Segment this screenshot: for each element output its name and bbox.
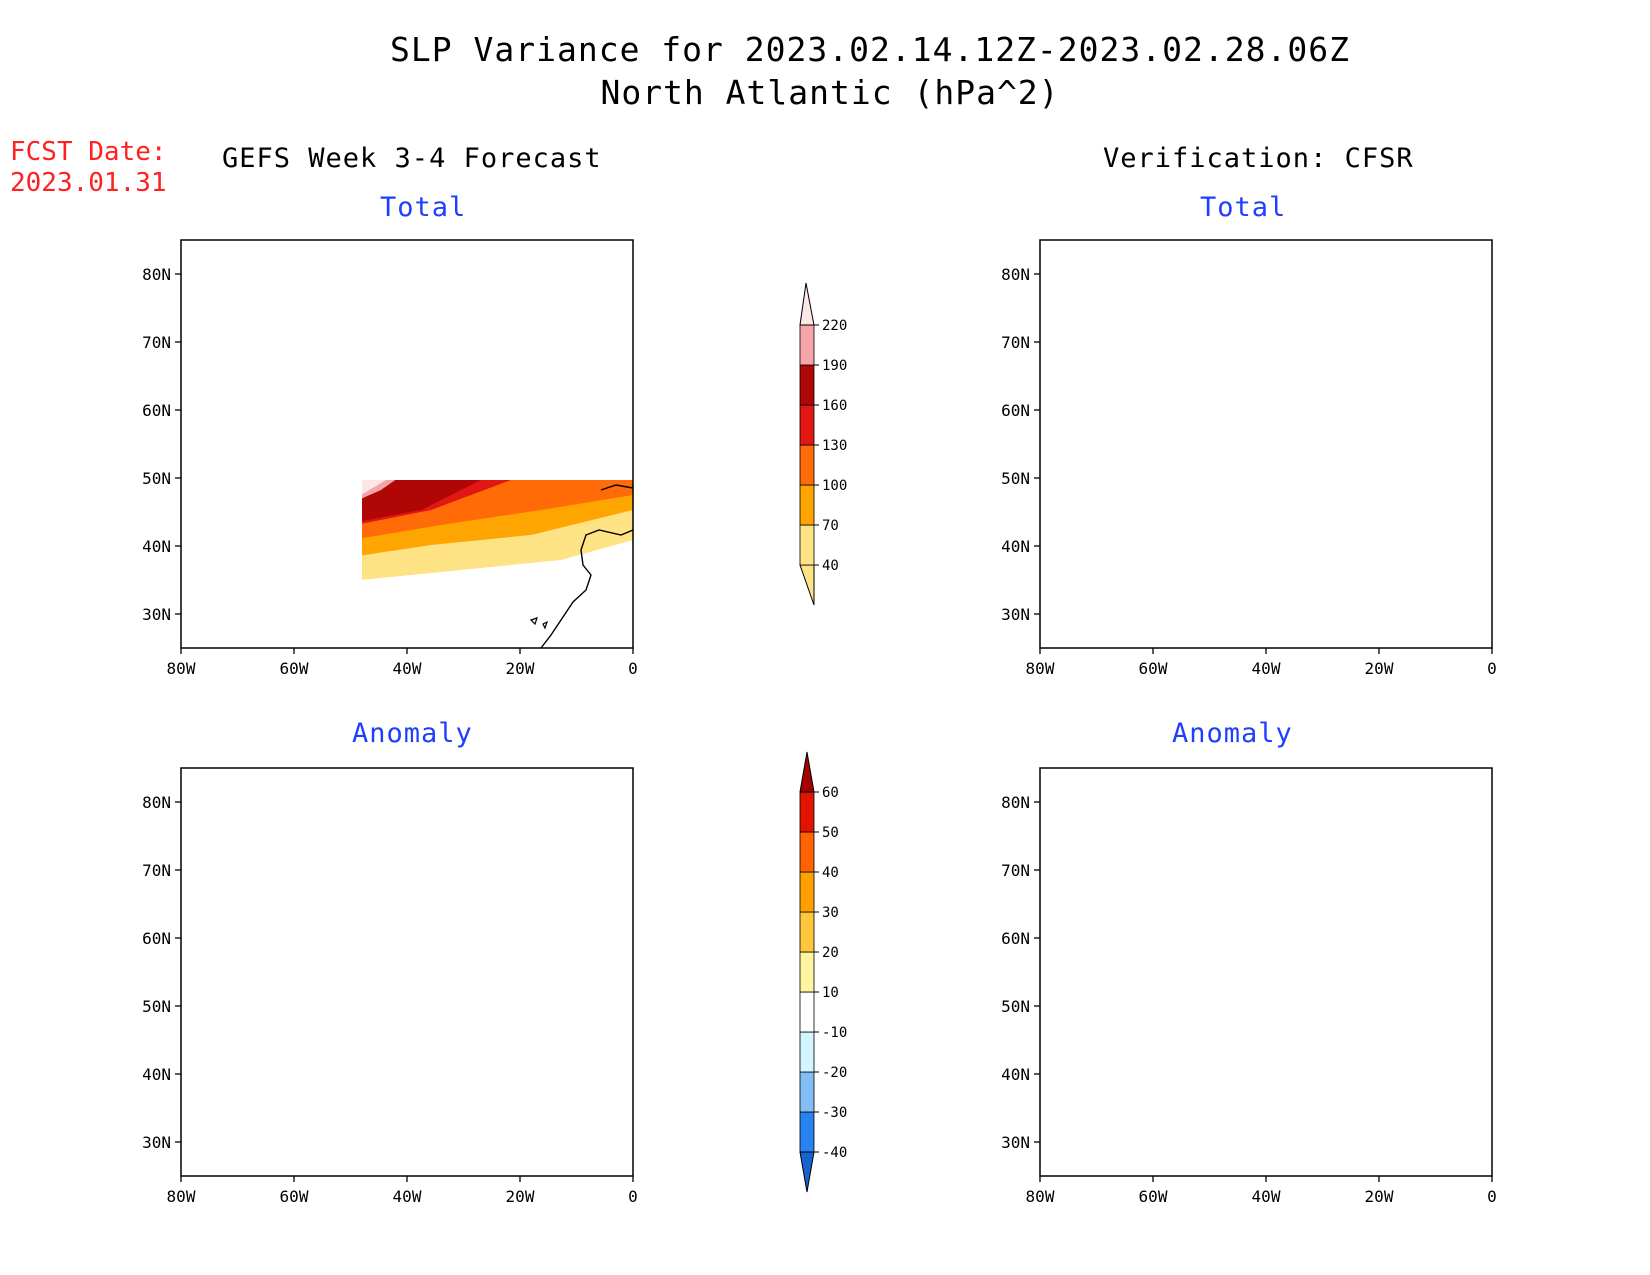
lat-tick-label: 70N xyxy=(142,333,171,352)
fcst-label: FCST Date: xyxy=(10,137,167,167)
colorbar-total-level: 190 xyxy=(822,358,847,374)
colorbar-anomaly-level: 50 xyxy=(822,825,839,841)
lat-tick-label: 80N xyxy=(1001,793,1030,812)
colorbar-anomaly-swatch xyxy=(799,831,815,873)
colorbar-total-swatch xyxy=(799,444,815,486)
lon-tick-label: 40W xyxy=(393,659,422,678)
lat-tick-label: 30N xyxy=(1001,1133,1030,1152)
lat-tick-label: 40N xyxy=(142,1065,171,1084)
colorbar-total-bottom-arrow xyxy=(799,564,815,606)
colorbar-anomaly-level: -30 xyxy=(822,1105,847,1121)
colorbar-anomaly-swatch xyxy=(799,1071,815,1113)
lat-tick-label: 80N xyxy=(142,793,171,812)
lon-tick-label: 20W xyxy=(1365,1187,1394,1206)
colorbar-total-swatch xyxy=(799,484,815,526)
lat-tick-label: 70N xyxy=(142,861,171,880)
lon-tick-label: 60W xyxy=(280,659,309,678)
lat-tick-label: 70N xyxy=(1001,333,1030,352)
colorbar-anomaly-top-arrow xyxy=(799,751,815,793)
colorbar-total-top-arrow xyxy=(799,282,815,326)
axis-ticks: 80N 70N 60N 50N 40N 30N 80W 60W 40W 20W 0 80N 70N 60N… xyxy=(142,265,1497,1206)
colorbar-total-swatch xyxy=(799,524,815,566)
lat-tick-label: 60N xyxy=(142,401,171,420)
colorbar-anomaly-level: 20 xyxy=(822,945,839,961)
lon-tick-label: 40W xyxy=(393,1187,422,1206)
figure-subtitle: North Atlantic (hPa^2) xyxy=(600,73,1060,112)
colorbar-anomaly-swatch xyxy=(799,911,815,953)
colorbar-anomaly-swatch xyxy=(799,1111,815,1153)
colorbar-anomaly-level: 60 xyxy=(822,785,839,801)
lon-tick-label: 40W xyxy=(1252,1187,1281,1206)
lat-tick-label: 30N xyxy=(142,1133,171,1152)
figure-title: SLP Variance for 2023.02.14.12Z-2023.02.… xyxy=(390,30,1350,69)
lat-tick-label: 60N xyxy=(1001,401,1030,420)
right-column-title: Verification: CFSR xyxy=(1103,143,1414,174)
lat-tick-label: 60N xyxy=(142,929,171,948)
colorbar-total-level: 130 xyxy=(822,438,847,454)
colorbar-anomaly: -40 -30 -20 -10 10 20 30 40 50 60 xyxy=(799,751,847,1193)
colorbar-anomaly-level: -20 xyxy=(822,1065,847,1081)
colorbar-anomaly-swatch xyxy=(799,791,815,833)
fcst-date: 2023.01.31 xyxy=(10,168,167,198)
lat-tick-label: 50N xyxy=(142,469,171,488)
lat-tick-label: 50N xyxy=(142,997,171,1016)
colorbar-anomaly-level: -40 xyxy=(822,1145,847,1161)
colorbar-total-level: 70 xyxy=(822,518,839,534)
colorbar-anomaly-level: 10 xyxy=(822,985,839,1001)
colorbar-anomaly-level: 40 xyxy=(822,865,839,881)
lon-tick-label: 0 xyxy=(1487,1187,1497,1206)
lon-tick-label: 0 xyxy=(628,659,638,678)
lon-tick-label: 0 xyxy=(628,1187,638,1206)
panel-forecast-anomaly xyxy=(180,767,634,1177)
lon-tick-label: 80W xyxy=(1026,1187,1055,1206)
colorbar-anomaly-swatch xyxy=(799,1031,815,1073)
lat-tick-label: 30N xyxy=(1001,605,1030,624)
lon-tick-label: 20W xyxy=(1365,659,1394,678)
colorbar-total-level: 160 xyxy=(822,398,847,414)
colorbar-total: 40 70 100 130 160 190 220 xyxy=(799,282,847,606)
colorbar-total-swatch xyxy=(799,364,815,406)
lon-tick-label: 80W xyxy=(167,1187,196,1206)
colorbar-anomaly-swatch xyxy=(799,871,815,913)
colorbar-anomaly-swatch xyxy=(799,991,815,1033)
lat-tick-label: 40N xyxy=(142,537,171,556)
lat-tick-label: 40N xyxy=(1001,537,1030,556)
panel-forecast-total xyxy=(180,239,634,649)
lon-tick-label: 0 xyxy=(1487,659,1497,678)
lon-tick-label: 20W xyxy=(506,1187,535,1206)
panel-verification-total xyxy=(1039,239,1493,649)
lat-tick-label: 50N xyxy=(1001,469,1030,488)
lat-tick-label: 80N xyxy=(142,265,171,284)
lat-tick-label: 70N xyxy=(1001,861,1030,880)
panel-tl-subtitle: Total xyxy=(380,192,467,223)
panel-tr-subtitle: Total xyxy=(1200,192,1287,223)
lat-tick-label: 50N xyxy=(1001,997,1030,1016)
lon-tick-label: 20W xyxy=(506,659,535,678)
colorbar-anomaly-level: -10 xyxy=(822,1025,847,1041)
colorbar-total-level: 220 xyxy=(822,318,847,334)
colorbar-anomaly-level: 30 xyxy=(822,905,839,921)
panel-bl-subtitle: Anomaly xyxy=(352,718,473,749)
left-column-title: GEFS Week 3-4 Forecast xyxy=(222,143,602,174)
lon-tick-label: 60W xyxy=(1139,1187,1168,1206)
lon-tick-label: 80W xyxy=(1026,659,1055,678)
colorbar-total-level: 40 xyxy=(822,558,839,574)
lat-tick-label: 40N xyxy=(1001,1065,1030,1084)
lat-tick-label: 30N xyxy=(142,605,171,624)
panel-verification-anomaly xyxy=(1039,767,1493,1177)
lon-tick-label: 60W xyxy=(280,1187,309,1206)
colorbar-total-swatch xyxy=(799,404,815,446)
colorbar-total-swatch xyxy=(799,324,815,366)
colorbar-anomaly-bottom-arrow xyxy=(799,1151,815,1193)
colorbar-anomaly-swatch xyxy=(799,951,815,993)
panel-br-subtitle: Anomaly xyxy=(1172,718,1293,749)
colorbar-total-level: 100 xyxy=(822,478,847,494)
lat-tick-label: 80N xyxy=(1001,265,1030,284)
lon-tick-label: 40W xyxy=(1252,659,1281,678)
lat-tick-label: 60N xyxy=(1001,929,1030,948)
lon-tick-label: 60W xyxy=(1139,659,1168,678)
lon-tick-label: 80W xyxy=(167,659,196,678)
